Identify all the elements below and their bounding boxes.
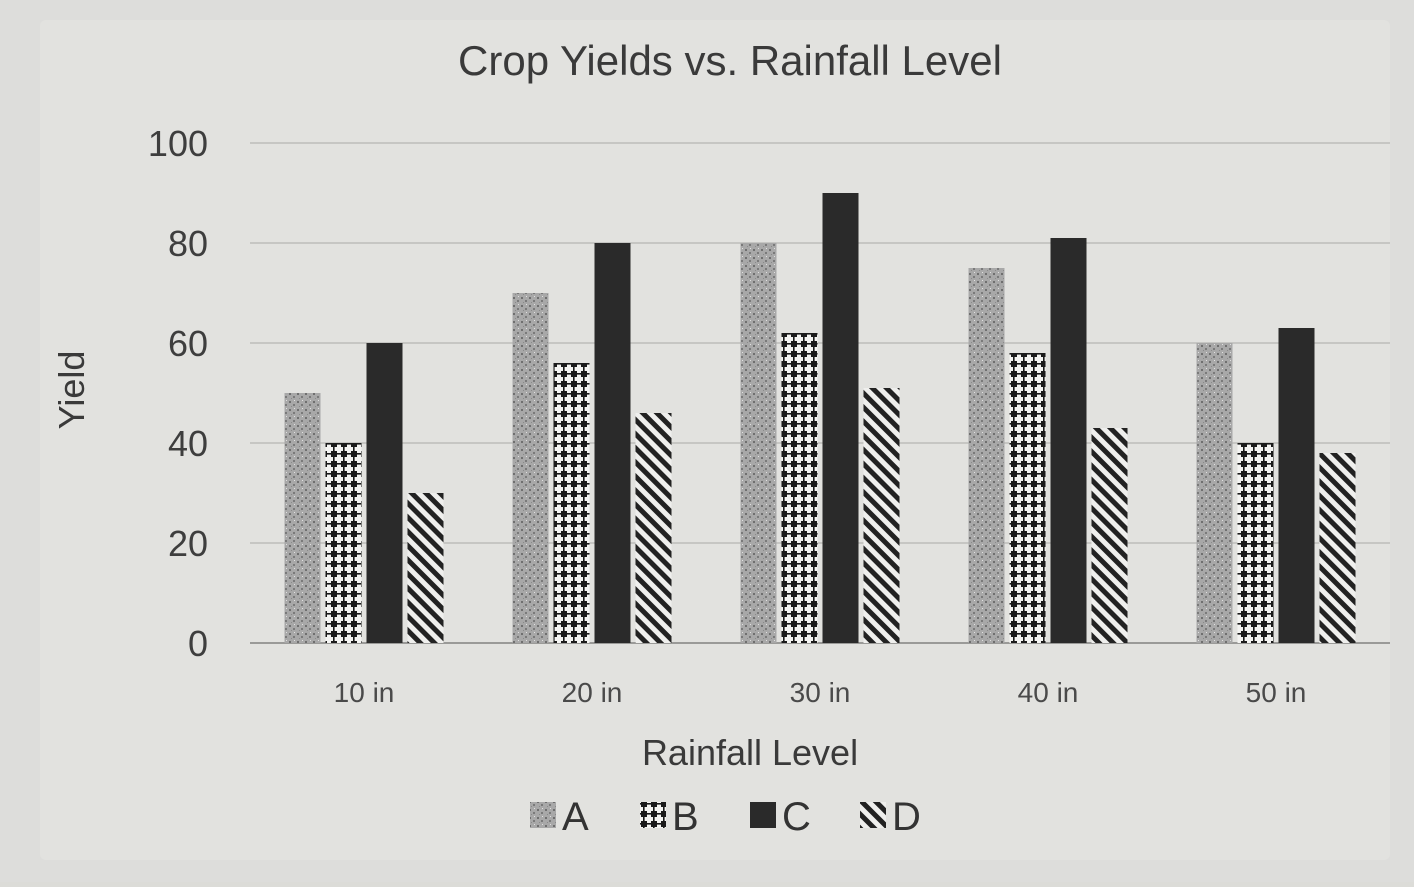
- legend-swatch-B: [640, 802, 666, 828]
- legend-swatch-C: [750, 802, 776, 828]
- legend-label-C: C: [782, 795, 811, 839]
- y-tick-label: 40: [168, 423, 208, 464]
- y-tick-label: 100: [148, 123, 208, 164]
- bar-A-50in: [1196, 343, 1233, 643]
- bar-A-30in: [740, 243, 777, 643]
- x-tick-label: 40 in: [1018, 677, 1079, 708]
- bar-B-40in: [1009, 353, 1046, 643]
- x-tick-labels: 10 in 20 in 30 in 40 in 50 in: [334, 677, 1307, 708]
- y-axis-label: Yield: [51, 351, 92, 430]
- legend-swatch-A: [530, 802, 556, 828]
- legend-label-A: A: [562, 795, 589, 839]
- bar-C-10in: [366, 343, 403, 643]
- bar-C-50in: [1278, 328, 1315, 643]
- bar-D-10in: [407, 493, 444, 643]
- x-tick-label: 30 in: [790, 677, 851, 708]
- legend-swatch-D: [860, 802, 886, 828]
- bar-A-40in: [968, 268, 1005, 643]
- bar-B-10in: [325, 443, 362, 643]
- y-tick-label: 20: [168, 523, 208, 564]
- y-tick-label: 0: [188, 623, 208, 664]
- bar-A-10in: [284, 393, 321, 643]
- bar-D-40in: [1091, 428, 1128, 643]
- legend: A B C D: [530, 795, 921, 839]
- bar-D-50in: [1319, 453, 1356, 643]
- chart-title: Crop Yields vs. Rainfall Level: [458, 37, 1002, 84]
- bar-B-20in: [553, 363, 590, 643]
- bar-D-20in: [635, 413, 672, 643]
- x-tick-label: 50 in: [1246, 677, 1307, 708]
- bar-A-20in: [512, 293, 549, 643]
- bar-C-40in: [1050, 238, 1087, 643]
- x-tick-label: 10 in: [334, 677, 395, 708]
- x-tick-label: 20 in: [562, 677, 623, 708]
- y-tick-labels: 0 20 40 60 80 100: [148, 123, 208, 664]
- plot-card: [40, 20, 1390, 860]
- bar-C-30in: [822, 193, 859, 643]
- y-tick-label: 80: [168, 223, 208, 264]
- x-axis-label: Rainfall Level: [642, 732, 858, 773]
- bar-B-30in: [781, 333, 818, 643]
- y-tick-label: 60: [168, 323, 208, 364]
- legend-label-B: B: [672, 795, 699, 839]
- legend-label-D: D: [892, 795, 921, 839]
- bar-D-30in: [863, 388, 900, 643]
- bar-B-50in: [1237, 443, 1274, 643]
- bars: [284, 193, 1356, 643]
- bar-C-20in: [594, 243, 631, 643]
